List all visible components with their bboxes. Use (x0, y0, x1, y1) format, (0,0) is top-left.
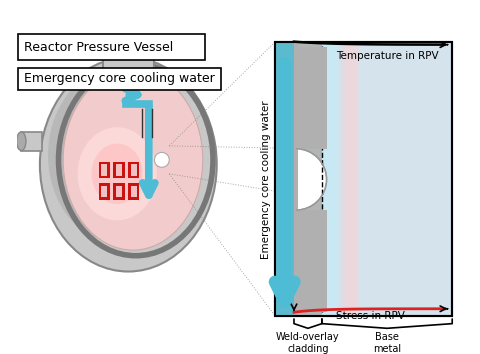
Bar (345, 42, 357, 316)
Text: Temperature in RPV: Temperature in RPV (336, 51, 439, 61)
Bar (341, 42, 352, 316)
Ellipse shape (92, 144, 143, 204)
Bar (21, 132, 42, 150)
Bar (131, 165, 137, 176)
Text: Stress in RPV: Stress in RPV (336, 310, 405, 321)
Bar (344, 42, 356, 316)
Bar (337, 42, 452, 316)
Bar (276, 42, 298, 316)
Bar (342, 42, 353, 316)
Wedge shape (296, 149, 326, 210)
Bar (113, 162, 125, 178)
Bar (101, 165, 107, 176)
Bar (19, 34, 204, 60)
Bar (347, 42, 358, 316)
Bar (131, 186, 137, 197)
Text: Emergency core cooling water: Emergency core cooling water (24, 72, 215, 85)
Ellipse shape (40, 57, 217, 272)
Bar (101, 186, 107, 197)
Bar (338, 42, 350, 316)
Text: Reactor Pressure Vessel: Reactor Pressure Vessel (24, 41, 173, 54)
Circle shape (155, 153, 169, 167)
Text: Base
metal: Base metal (373, 332, 401, 354)
Bar (276, 42, 452, 316)
Ellipse shape (17, 132, 26, 150)
Ellipse shape (78, 127, 156, 220)
Text: Weld-overlay
cladding: Weld-overlay cladding (276, 332, 340, 354)
Bar (116, 186, 122, 197)
Text: Emergency core cooling water: Emergency core cooling water (261, 100, 271, 259)
Ellipse shape (103, 40, 154, 51)
Bar (339, 42, 351, 316)
Bar (113, 183, 125, 200)
Bar (276, 42, 294, 316)
Bar (276, 42, 294, 316)
Bar (128, 162, 140, 178)
Bar (294, 47, 326, 149)
Bar (103, 45, 155, 72)
Bar (276, 42, 452, 316)
Bar (116, 165, 122, 176)
Bar (19, 68, 221, 90)
Bar (337, 42, 349, 316)
Ellipse shape (48, 70, 180, 241)
Bar (294, 210, 326, 312)
Bar (348, 42, 359, 316)
Bar (98, 183, 110, 200)
Ellipse shape (63, 70, 203, 250)
Bar (343, 42, 355, 316)
Bar (294, 42, 322, 316)
Bar (98, 162, 110, 178)
Bar (128, 183, 140, 200)
